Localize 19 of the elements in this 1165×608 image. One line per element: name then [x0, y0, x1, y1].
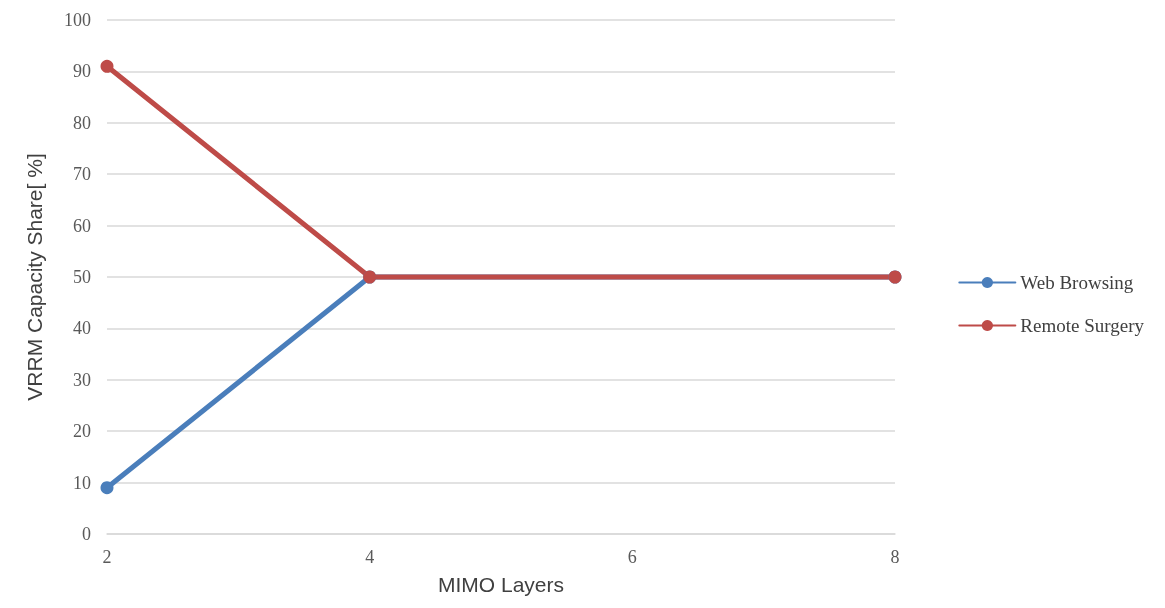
y-tick-label: 80: [73, 112, 91, 133]
legend-label: Web Browsing: [1020, 272, 1134, 293]
y-tick-label: 90: [73, 61, 91, 82]
y-tick-label: 30: [73, 369, 91, 390]
x-tick-label: 8: [890, 547, 900, 567]
x-tick-label: 2: [102, 547, 112, 567]
y-axis-title: VRRM Capacity Share[ %]: [23, 153, 46, 401]
y-tick-label: 50: [73, 267, 91, 287]
x-tick-label: 4: [365, 547, 375, 567]
y-tick-label: 10: [73, 472, 91, 493]
y-tick-label: 100: [64, 10, 91, 30]
legend-label: Remote Surgery: [1020, 315, 1145, 336]
y-tick-label: 40: [73, 318, 91, 339]
x-tick-label: 6: [627, 547, 637, 567]
y-tick-label: 70: [73, 164, 91, 185]
y-tick-label: 60: [73, 215, 91, 236]
x-axis-title: MIMO Layers: [437, 573, 565, 596]
y-tick-label: 20: [73, 421, 91, 442]
y-tick-label: 0: [82, 524, 91, 544]
